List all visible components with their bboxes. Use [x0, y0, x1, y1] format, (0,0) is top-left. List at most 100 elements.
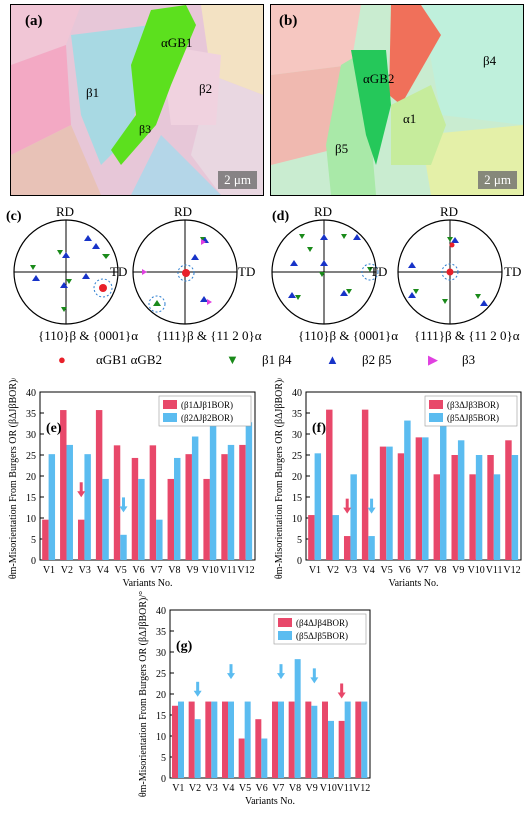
bar-series-1 — [305, 701, 312, 778]
bar-series-2 — [332, 515, 339, 560]
bar-series-1 — [379, 446, 387, 560]
x-tick-label: V11 — [220, 565, 237, 576]
td-label-d2: TD — [504, 264, 521, 279]
bar-series-1 — [343, 536, 351, 560]
x-tick-label: V4 — [97, 565, 109, 576]
y-tick-label: 20 — [292, 472, 302, 483]
indicator-arrow-head — [227, 673, 235, 680]
legend-text-beta14: β1 β4 — [262, 352, 292, 367]
bar-series-1 — [131, 457, 139, 560]
td-label-c1: TD — [110, 264, 127, 279]
y-tick-label: 10 — [26, 514, 36, 525]
bar-series-1 — [338, 720, 345, 778]
bar-series-2 — [138, 478, 145, 560]
x-tick-label: V12 — [353, 783, 370, 794]
x-tick-label: V8 — [168, 565, 180, 576]
ebsd-map-a: (a) αGB1 β1 β2 β3 2 μm — [10, 4, 264, 196]
bar-series-1 — [433, 474, 441, 560]
bar-series-1 — [42, 519, 49, 560]
bar-series-2 — [227, 444, 235, 560]
bar-series-2 — [422, 437, 429, 560]
legend-swatch — [278, 618, 292, 627]
legend-text-beta25: β2 β5 — [362, 352, 392, 367]
rd-label-d2: RD — [440, 204, 458, 219]
legend-text-alpha: αGB1 αGB2 — [96, 352, 162, 367]
rd-label-d1: RD — [314, 204, 332, 219]
y-tick-label: 40 — [156, 606, 166, 617]
legend-series-name: (β5ΔJβ5BOR) — [296, 631, 348, 641]
y-tick-label: 35 — [292, 409, 302, 420]
bar-series-1 — [95, 410, 103, 560]
grain-beta1: β1 — [86, 85, 99, 100]
bar-series-2 — [102, 478, 109, 560]
grain-beta3: β3 — [139, 122, 151, 136]
legend-swatch — [429, 413, 443, 422]
legend-swatch — [163, 413, 177, 422]
bar-series-1 — [397, 453, 405, 560]
indicator-arrow-head — [310, 677, 319, 684]
y-tick-label: 30 — [26, 430, 36, 441]
grain-beta2: β2 — [199, 81, 212, 96]
bar-series-2 — [361, 701, 368, 778]
rd-label-c1: RD — [56, 204, 74, 219]
y-tick-label: 15 — [26, 493, 36, 504]
pole-figure-d2 — [397, 219, 503, 325]
bar-series-1 — [487, 455, 494, 560]
y-tick-label: 25 — [292, 451, 302, 462]
chart-panel-label: (e) — [46, 421, 62, 436]
bar-series-1 — [255, 719, 262, 778]
bar-series-1 — [326, 409, 333, 560]
bar-series-2 — [386, 446, 393, 560]
x-tick-label: V1 — [309, 565, 321, 576]
bar-series-2 — [350, 474, 357, 560]
bar-series-1 — [505, 440, 512, 560]
y-tick-label: 0 — [161, 774, 166, 785]
legend-swatch — [278, 631, 292, 640]
pole-figure-d1 — [271, 219, 379, 325]
x-tick-label: V5 — [239, 783, 251, 794]
bar-series-1 — [221, 454, 228, 560]
bar-series-1 — [167, 478, 175, 560]
y-tick-label: 0 — [31, 556, 36, 567]
bar-series-1 — [361, 409, 369, 560]
bar-series-1 — [451, 455, 458, 560]
legend-series-name: (β3ΔJβ3BOR) — [447, 400, 499, 410]
td-label-c2: TD — [238, 264, 255, 279]
rd-label-c2: RD — [174, 204, 192, 219]
y-tick-label: 20 — [156, 690, 166, 701]
pole-figure-c2 — [132, 219, 238, 325]
caption-d2: {111}β & {11 2 0}α — [414, 328, 520, 343]
bar-series-2 — [311, 705, 318, 778]
bar-series-1 — [415, 437, 423, 560]
bar-series-2 — [228, 701, 234, 778]
x-tick-label: V4 — [363, 565, 375, 576]
y-tick-label: 15 — [292, 493, 302, 504]
legend-text-beta3: β3 — [462, 352, 476, 367]
x-axis-label: Variants No. — [389, 578, 439, 589]
bar-series-2 — [209, 400, 217, 560]
bar-series-1 — [288, 701, 295, 778]
bar-series-1 — [203, 478, 210, 560]
bar-series-1 — [322, 701, 328, 778]
bar-series-2 — [440, 399, 447, 560]
legend-symbol-alpha: ● — [58, 352, 66, 367]
x-tick-label: V6 — [132, 565, 144, 576]
x-axis-label: Variants No. — [123, 578, 173, 589]
x-tick-label: V5 — [381, 565, 393, 576]
x-tick-label: V7 — [150, 565, 162, 576]
caption-c2: {111}β & {11 2 0}α — [156, 328, 262, 343]
x-tick-label: V10 — [468, 565, 485, 576]
bar-series-2 — [120, 534, 127, 560]
y-axis-label: θm-Misorientation From Burgers OR (βΔJβB… — [8, 378, 19, 579]
x-axis-label: Variants No. — [245, 796, 295, 807]
grain-beta4: β4 — [483, 53, 497, 68]
caption-c1: {110}β & {0001}α — [38, 328, 138, 343]
bar-series-1 — [205, 701, 212, 778]
bar-series-2 — [493, 474, 501, 560]
x-tick-label: V8 — [434, 565, 446, 576]
bar-series-2 — [178, 701, 184, 778]
grain-beta5: β5 — [335, 141, 348, 156]
legend-swatch — [429, 400, 443, 409]
bar-series-1 — [113, 445, 121, 560]
